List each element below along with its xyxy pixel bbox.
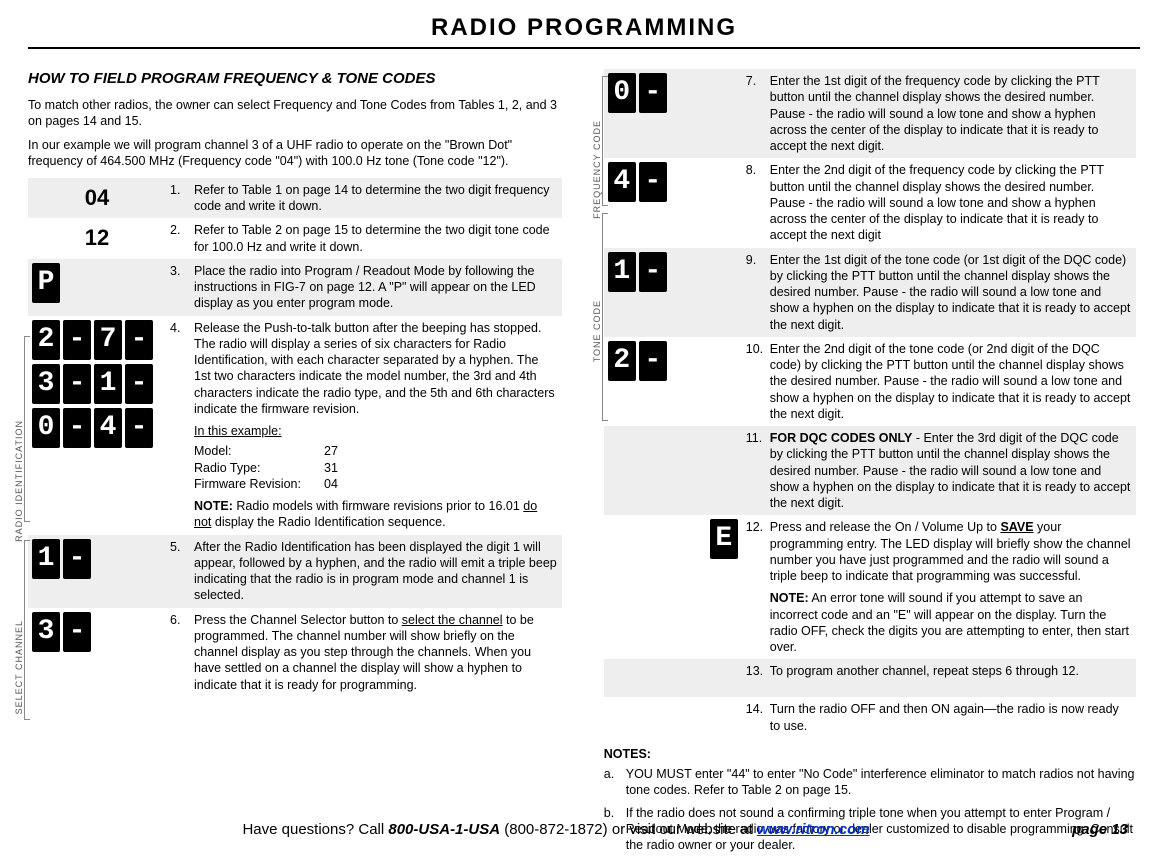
step-num: 2. (170, 222, 194, 255)
step-12: E 12. Press and release the On / Volume … (604, 515, 1136, 659)
step-num: 8. (746, 162, 770, 243)
step-num: 9. (746, 252, 770, 333)
seg-display-e: E (710, 519, 738, 559)
step-text: After the Radio Identification has been … (194, 539, 558, 604)
section-heading: HOW TO FIELD PROGRAM FREQUENCY & TONE CO… (28, 69, 562, 89)
step-14: 14. Turn the radio OFF and then ON again… (604, 697, 1136, 738)
intro-1: To match other radios, the owner can sel… (28, 97, 562, 130)
step-5: 1- 5. After the Radio Identification has… (28, 535, 562, 608)
step-text: FOR DQC CODES ONLY - Enter the 3rd digit… (770, 430, 1132, 511)
seg-display: 4- (608, 162, 738, 202)
step-text: Refer to Table 1 on page 14 to determine… (194, 182, 558, 215)
seg-row-3: 0-4- (32, 408, 162, 448)
seg-display-p: P (32, 263, 162, 303)
step-text: Press the Channel Selector button to sel… (194, 612, 558, 693)
code-12: 12 (32, 222, 162, 255)
step-num: 7. (746, 73, 770, 154)
notes-heading: NOTES: (604, 746, 1136, 762)
step-text: Press and release the On / Volume Up to … (770, 519, 1132, 655)
step-1: 04 1. Refer to Table 1 on page 14 to det… (28, 178, 562, 219)
step-num: 12. (746, 519, 770, 655)
seg-row-1: 2-7- (32, 320, 162, 360)
footer: Have questions? Call 800-USA-1-USA (800-… (0, 820, 1168, 840)
intro-2: In our example we will program channel 3… (28, 137, 562, 170)
step-text: Enter the 1st digit of the frequency cod… (770, 73, 1132, 154)
step-10: 2- 10. Enter the 2nd digit of the tone c… (604, 337, 1136, 426)
step-11: 11. FOR DQC CODES ONLY - Enter the 3rd d… (604, 426, 1136, 515)
website-link[interactable]: www.ritron.com (757, 821, 870, 838)
seg-display: 0- (608, 73, 738, 113)
step-text: Release the Push-to-talk button after th… (194, 320, 558, 531)
step-num: 4. (170, 320, 194, 531)
seg-display: 1- (32, 539, 162, 579)
seg-display: 2- (608, 341, 738, 381)
seg-row-2: 3-1- (32, 364, 162, 404)
seg-display: 3- (32, 612, 162, 652)
divider (28, 47, 1140, 49)
note-a: a.YOU MUST enter "44" to enter "No Code"… (604, 766, 1136, 799)
step-num: 5. (170, 539, 194, 604)
step-3: P 3. Place the radio into Program / Read… (28, 259, 562, 316)
step-2: 12 2. Refer to Table 2 on page 15 to det… (28, 218, 562, 259)
page-title: RADIO PROGRAMMING (28, 12, 1140, 43)
step-7: 0- 7. Enter the 1st digit of the frequen… (604, 69, 1136, 158)
step-text: To program another channel, repeat steps… (770, 663, 1132, 679)
bracket-radio-id (24, 336, 30, 522)
step-num: 11. (746, 430, 770, 511)
step-4: 2-7- 3-1- 0-4- 4. Release the Push-to-ta… (28, 316, 562, 535)
step-text: Enter the 2nd digit of the frequency cod… (770, 162, 1132, 243)
step-num: 10. (746, 341, 770, 422)
step-13: 13. To program another channel, repeat s… (604, 659, 1136, 697)
step-text: Place the radio into Program / Readout M… (194, 263, 558, 312)
step-6: 3- 6. Press the Channel Selector button … (28, 608, 562, 697)
seg-display: 1- (608, 252, 738, 292)
step-num: 1. (170, 182, 194, 215)
step-num: 3. (170, 263, 194, 312)
bracket-tone-code (602, 213, 608, 421)
code-04: 04 (32, 182, 162, 215)
step-8: 4- 8. Enter the 2nd digit of the frequen… (604, 158, 1136, 247)
bracket-select-channel (24, 540, 30, 720)
step-num: 6. (170, 612, 194, 693)
step-text: Enter the 2nd digit of the tone code (or… (770, 341, 1132, 422)
step-num: 13. (746, 663, 770, 679)
step-num: 14. (746, 701, 770, 734)
page-number: page 13 (1072, 820, 1128, 840)
step-text: Refer to Table 2 on page 15 to determine… (194, 222, 558, 255)
step-9: 1- 9. Enter the 1st digit of the tone co… (604, 248, 1136, 337)
step-text: Enter the 1st digit of the tone code (or… (770, 252, 1132, 333)
step-text: Turn the radio OFF and then ON again—the… (770, 701, 1132, 734)
